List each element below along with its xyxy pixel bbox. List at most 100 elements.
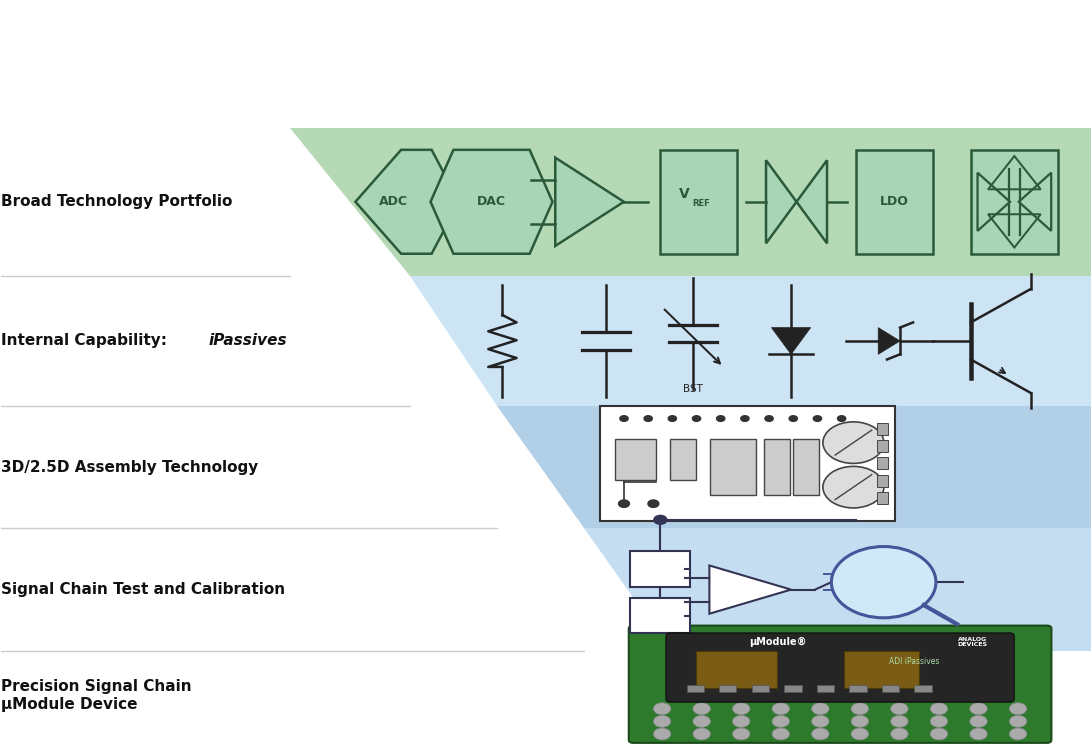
Circle shape: [648, 500, 658, 507]
Circle shape: [930, 703, 948, 714]
Text: Signal Chain Test and Calibration: Signal Chain Test and Calibration: [1, 582, 285, 597]
Polygon shape: [710, 565, 791, 614]
Circle shape: [823, 466, 883, 508]
FancyBboxPatch shape: [719, 685, 736, 691]
Circle shape: [740, 416, 749, 422]
Circle shape: [668, 416, 676, 422]
Circle shape: [811, 703, 829, 714]
FancyBboxPatch shape: [784, 685, 802, 691]
Circle shape: [733, 728, 750, 740]
Circle shape: [733, 703, 750, 714]
FancyBboxPatch shape: [615, 440, 656, 480]
Circle shape: [851, 703, 868, 714]
FancyBboxPatch shape: [877, 457, 888, 469]
Polygon shape: [771, 328, 810, 355]
Polygon shape: [584, 528, 1091, 651]
FancyBboxPatch shape: [850, 685, 867, 691]
FancyBboxPatch shape: [877, 475, 888, 486]
Circle shape: [653, 728, 670, 740]
Circle shape: [693, 715, 711, 727]
FancyBboxPatch shape: [877, 492, 888, 504]
Text: iPassives: iPassives: [209, 334, 287, 349]
Text: ADC: ADC: [379, 195, 408, 209]
Text: DAC: DAC: [477, 195, 506, 209]
Circle shape: [970, 703, 987, 714]
Polygon shape: [555, 158, 624, 246]
Circle shape: [930, 715, 948, 727]
Circle shape: [930, 728, 948, 740]
Circle shape: [1009, 715, 1026, 727]
Circle shape: [970, 728, 987, 740]
Text: 3D/2.5D Assembly Technology: 3D/2.5D Assembly Technology: [1, 460, 259, 475]
Polygon shape: [355, 150, 459, 254]
Circle shape: [814, 416, 821, 422]
FancyBboxPatch shape: [817, 685, 834, 691]
Circle shape: [831, 547, 936, 618]
Circle shape: [620, 416, 628, 422]
FancyBboxPatch shape: [601, 406, 894, 521]
Circle shape: [838, 416, 845, 422]
Circle shape: [653, 703, 670, 714]
FancyBboxPatch shape: [661, 150, 737, 254]
FancyBboxPatch shape: [629, 626, 1052, 743]
Text: μModule®: μModule®: [749, 637, 807, 647]
Text: REF: REF: [692, 198, 710, 208]
Text: Broad Technology Portfolio: Broad Technology Portfolio: [1, 194, 233, 209]
Polygon shape: [765, 160, 796, 244]
Circle shape: [716, 416, 725, 422]
FancyBboxPatch shape: [751, 685, 769, 691]
Circle shape: [1009, 703, 1026, 714]
FancyBboxPatch shape: [793, 440, 819, 495]
Circle shape: [733, 715, 750, 727]
Circle shape: [851, 715, 868, 727]
Circle shape: [653, 715, 670, 727]
Circle shape: [970, 715, 987, 727]
Circle shape: [811, 728, 829, 740]
Circle shape: [772, 703, 790, 714]
Text: BST: BST: [684, 384, 703, 394]
Circle shape: [692, 416, 701, 422]
FancyBboxPatch shape: [856, 150, 933, 254]
FancyBboxPatch shape: [763, 440, 790, 495]
Text: LDO: LDO: [880, 195, 909, 209]
FancyBboxPatch shape: [697, 651, 776, 688]
Circle shape: [891, 728, 909, 740]
Circle shape: [693, 728, 711, 740]
Circle shape: [654, 516, 667, 524]
Text: ANALOG
DEVICES: ANALOG DEVICES: [958, 636, 987, 647]
Circle shape: [811, 715, 829, 727]
Circle shape: [618, 500, 629, 507]
Polygon shape: [430, 150, 553, 254]
Circle shape: [823, 422, 883, 463]
Polygon shape: [848, 567, 909, 597]
FancyBboxPatch shape: [630, 551, 690, 586]
Circle shape: [693, 703, 711, 714]
Circle shape: [772, 715, 790, 727]
Text: ADI iPassives: ADI iPassives: [889, 658, 940, 667]
FancyBboxPatch shape: [630, 597, 690, 633]
Circle shape: [891, 703, 909, 714]
Circle shape: [851, 728, 868, 740]
Text: Precision Signal Chain
μModule Device: Precision Signal Chain μModule Device: [1, 679, 192, 711]
FancyBboxPatch shape: [710, 440, 756, 495]
Circle shape: [1009, 728, 1026, 740]
Circle shape: [764, 416, 773, 422]
FancyBboxPatch shape: [666, 633, 1014, 702]
FancyBboxPatch shape: [914, 685, 931, 691]
Polygon shape: [410, 276, 1091, 406]
Polygon shape: [796, 160, 827, 244]
FancyBboxPatch shape: [881, 685, 899, 691]
FancyBboxPatch shape: [844, 651, 919, 688]
Circle shape: [891, 715, 909, 727]
Polygon shape: [290, 127, 1091, 276]
Text: Internal Capability:: Internal Capability:: [1, 334, 173, 349]
Polygon shape: [497, 406, 1091, 528]
FancyBboxPatch shape: [669, 440, 696, 480]
Circle shape: [644, 416, 652, 422]
Circle shape: [772, 728, 790, 740]
FancyBboxPatch shape: [877, 423, 888, 435]
FancyBboxPatch shape: [971, 150, 1058, 254]
Polygon shape: [878, 328, 900, 355]
FancyBboxPatch shape: [687, 685, 704, 691]
Circle shape: [790, 416, 797, 422]
